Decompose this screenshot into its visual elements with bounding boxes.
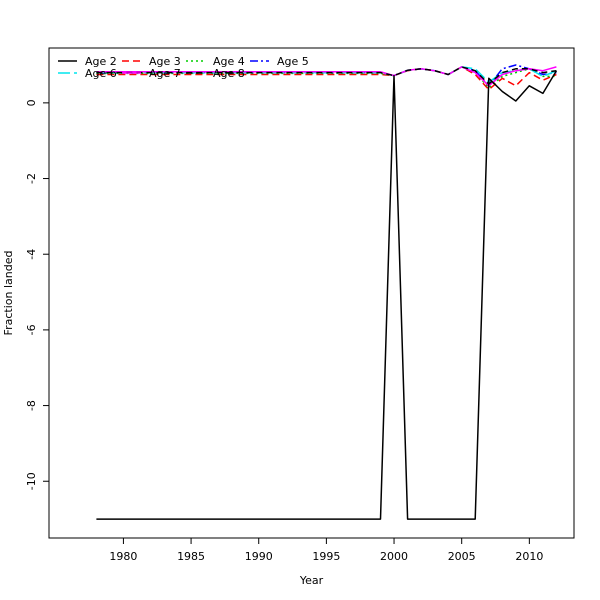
series-line bbox=[96, 66, 557, 87]
x-tick-label: 1990 bbox=[245, 550, 273, 563]
y-tick-label: -4 bbox=[25, 249, 38, 260]
x-axis: 1980 1985 1990 1995 2000 2005 2010 bbox=[109, 538, 543, 563]
x-axis-title: Year bbox=[299, 574, 324, 587]
legend: Age 2 Age 3 Age 4 Age 5 Age 6 Age 7 Age 8 bbox=[58, 55, 309, 80]
x-tick-label: 1995 bbox=[312, 550, 340, 563]
x-tick-label: 1980 bbox=[109, 550, 137, 563]
legend-label: Age 5 bbox=[277, 55, 309, 68]
series-line bbox=[96, 66, 557, 91]
y-tick-label: 0 bbox=[25, 99, 38, 106]
y-tick-label: -6 bbox=[25, 324, 38, 335]
series-line bbox=[96, 66, 557, 83]
legend-label: Age 3 bbox=[149, 55, 181, 68]
y-tick-label: -10 bbox=[25, 472, 38, 490]
x-tick-label: 2010 bbox=[515, 550, 543, 563]
legend-label: Age 8 bbox=[213, 67, 245, 80]
legend-label: Age 6 bbox=[85, 67, 117, 80]
y-axis-title: Fraction landed bbox=[2, 251, 15, 336]
legend-label: Age 4 bbox=[213, 55, 245, 68]
series-line bbox=[96, 70, 558, 520]
x-tick-label: 1985 bbox=[177, 550, 205, 563]
legend-label: Age 2 bbox=[85, 55, 117, 68]
legend-label: Age 7 bbox=[149, 67, 181, 80]
y-tick-label: -8 bbox=[25, 400, 38, 411]
x-tick-label: 2000 bbox=[380, 550, 408, 563]
plot-frame bbox=[48, 47, 575, 539]
x-tick-label: 2005 bbox=[448, 550, 476, 563]
y-axis: 0 -2 -4 -6 -8 -10 bbox=[25, 99, 49, 490]
y-tick-label: -2 bbox=[25, 173, 38, 184]
series-layer bbox=[96, 64, 558, 520]
